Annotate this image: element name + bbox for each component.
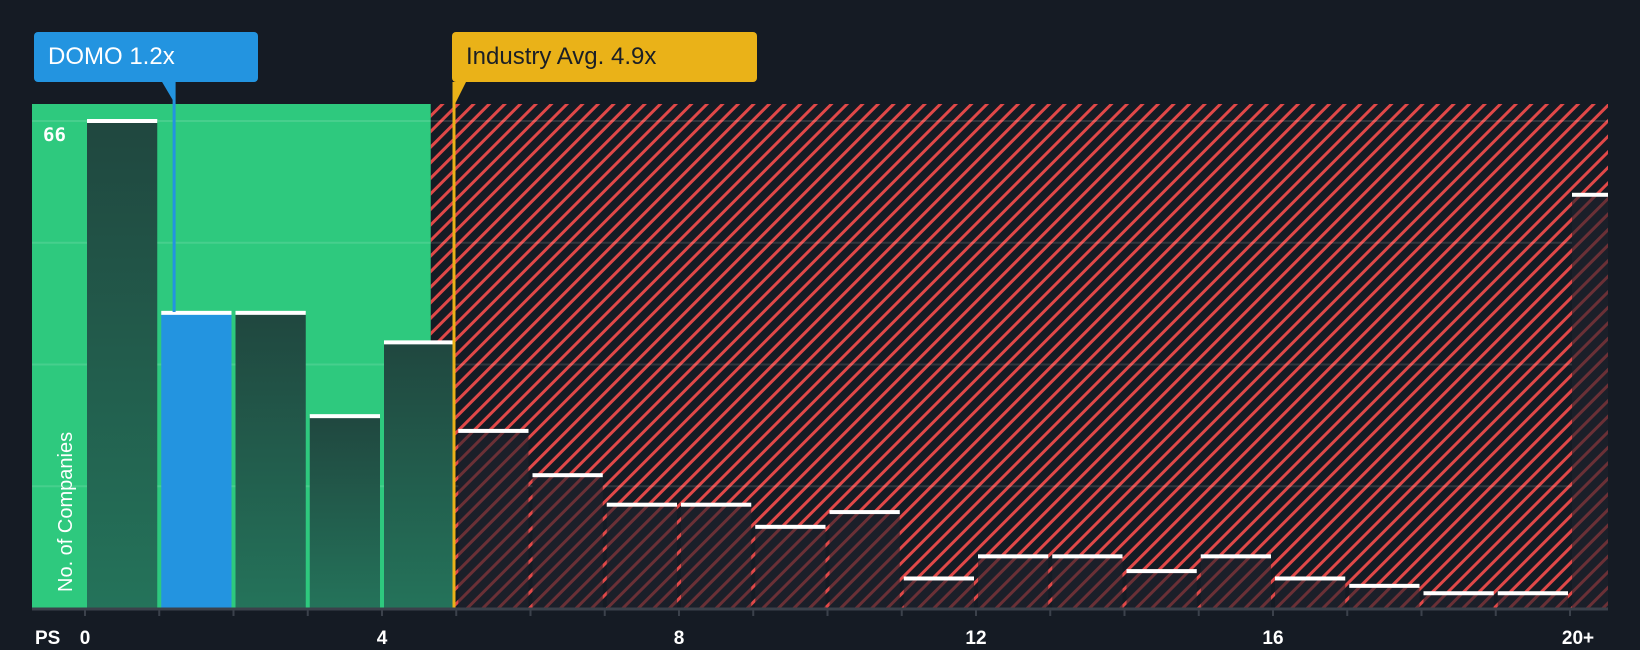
x-tick-label: 12 <box>965 628 987 649</box>
bar-top-cap <box>87 119 158 123</box>
histogram-bar <box>903 578 974 608</box>
bar-top-cap <box>1126 569 1197 574</box>
bar-top-cap <box>1349 583 1420 588</box>
bar-top-cap <box>903 576 974 581</box>
bar-top-cap <box>309 414 380 419</box>
company-callout-pointer <box>162 82 176 104</box>
x-tick-label: 16 <box>1262 628 1284 649</box>
histogram-bar <box>1572 194 1608 608</box>
histogram-bar <box>1200 556 1271 608</box>
histogram-bar <box>1423 593 1494 608</box>
histogram-bar <box>681 504 752 608</box>
bar-top-cap <box>606 502 677 507</box>
bar-top-cap <box>1423 591 1494 596</box>
x-tick-label: 4 <box>376 628 388 649</box>
bar-top-cap <box>1497 591 1568 596</box>
x-axis-title: PS <box>35 628 61 649</box>
histogram-bar <box>87 121 158 608</box>
industry-callout-label: Industry Avg. 4.9x <box>466 43 657 70</box>
histogram-bar <box>829 512 900 608</box>
company-callout: DOMO 1.2x <box>34 32 258 82</box>
histogram-bar <box>1349 585 1420 608</box>
industry-callout-pointer <box>453 82 466 108</box>
histogram-bar <box>1497 593 1568 608</box>
y-axis-label: No. of Companies <box>55 431 77 592</box>
bar-top-cap <box>829 510 900 515</box>
bar-top-cap <box>1052 554 1123 559</box>
bar-top-cap <box>1572 192 1608 197</box>
bar-top-cap <box>755 524 826 529</box>
bar-top-cap <box>458 428 529 433</box>
bar-top-cap <box>235 310 306 315</box>
bar-top-cap <box>1200 554 1271 559</box>
company-callout-label: DOMO 1.2x <box>48 43 175 70</box>
histogram-bar <box>384 342 455 608</box>
histogram-bar <box>309 416 380 608</box>
y-axis-max-label: 66 <box>43 124 66 146</box>
histogram-bar <box>458 430 529 608</box>
bar-top-cap <box>532 473 603 478</box>
industry-average-callout: Industry Avg. 4.9x <box>452 32 757 82</box>
histogram-bar <box>978 556 1049 608</box>
histogram-bar <box>606 504 677 608</box>
highlighted-bar <box>161 312 232 608</box>
histogram-bar <box>755 526 826 608</box>
bar-top-cap <box>978 554 1049 559</box>
histogram-bar <box>1126 571 1197 608</box>
bar-top-cap <box>384 340 455 345</box>
bar-top-cap <box>1275 576 1346 581</box>
histogram-bar <box>235 312 306 608</box>
histogram-bar <box>532 475 603 608</box>
histogram-bar <box>1275 578 1346 608</box>
x-tick-label: 8 <box>673 628 685 649</box>
x-tick-label: 20+ <box>1561 628 1595 649</box>
bar-top-cap <box>681 502 752 507</box>
bar-top-cap <box>161 310 232 315</box>
x-tick-label: 0 <box>79 628 91 649</box>
histogram-bar <box>1052 556 1123 608</box>
